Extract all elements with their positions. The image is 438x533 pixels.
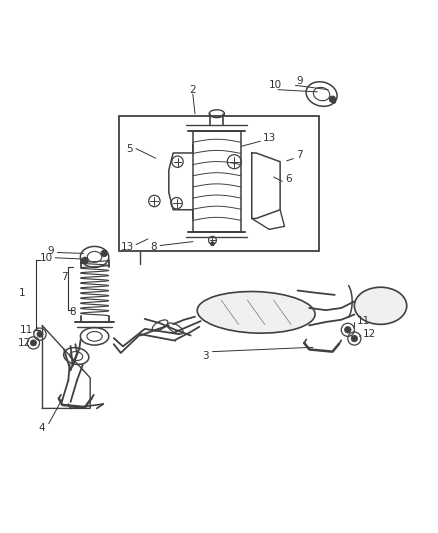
Text: 9: 9 bbox=[297, 76, 303, 86]
Text: 13: 13 bbox=[263, 133, 276, 143]
Circle shape bbox=[351, 335, 357, 342]
Circle shape bbox=[329, 96, 336, 102]
Text: 7: 7 bbox=[297, 150, 303, 160]
Circle shape bbox=[345, 327, 351, 333]
Text: 6: 6 bbox=[286, 174, 292, 184]
Text: 5: 5 bbox=[126, 143, 133, 154]
Circle shape bbox=[332, 100, 336, 103]
Text: 11: 11 bbox=[357, 316, 370, 326]
Circle shape bbox=[37, 331, 43, 337]
Text: 8: 8 bbox=[150, 242, 157, 252]
Text: 7: 7 bbox=[61, 272, 67, 282]
Text: 11: 11 bbox=[20, 325, 34, 335]
Text: 2: 2 bbox=[190, 85, 196, 95]
Circle shape bbox=[30, 340, 36, 346]
Circle shape bbox=[211, 242, 214, 246]
Text: 10: 10 bbox=[269, 80, 283, 90]
Text: 13: 13 bbox=[121, 242, 134, 252]
Ellipse shape bbox=[197, 292, 315, 333]
Text: 9: 9 bbox=[48, 246, 54, 256]
Circle shape bbox=[82, 257, 88, 263]
Bar bbox=[119, 116, 319, 251]
Ellipse shape bbox=[354, 287, 407, 325]
Text: 3: 3 bbox=[203, 351, 209, 361]
Text: 12: 12 bbox=[18, 338, 32, 348]
Text: 12: 12 bbox=[363, 329, 376, 339]
Circle shape bbox=[101, 251, 107, 256]
Text: 4: 4 bbox=[39, 423, 46, 433]
Text: 10: 10 bbox=[40, 253, 53, 263]
Text: 8: 8 bbox=[69, 308, 76, 317]
Text: 1: 1 bbox=[19, 288, 26, 298]
